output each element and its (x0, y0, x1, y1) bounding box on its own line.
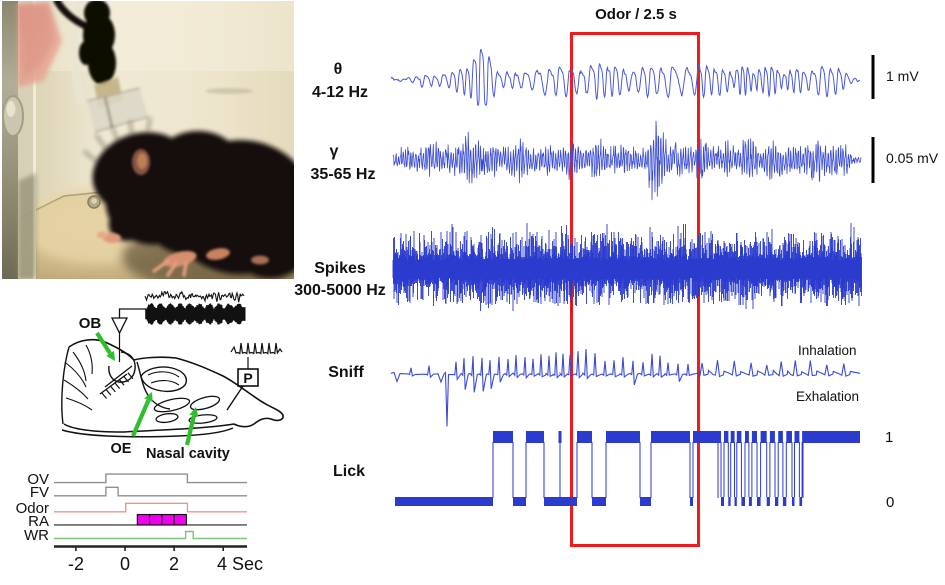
svg-text:1: 1 (885, 429, 893, 446)
svg-text:WR: WR (24, 527, 49, 544)
svg-text:OE: OE (111, 441, 132, 457)
svg-text:300-5000 Hz: 300-5000 Hz (294, 282, 386, 299)
svg-text:0: 0 (886, 494, 894, 511)
svg-text:2: 2 (169, 554, 179, 574)
svg-text:1 mV: 1 mV (886, 68, 919, 84)
svg-text:Sniff: Sniff (328, 364, 364, 381)
svg-text:Inhalation: Inhalation (798, 343, 857, 358)
svg-text:FV: FV (30, 484, 49, 501)
svg-text:0: 0 (120, 554, 130, 574)
svg-text:Sec: Sec (232, 554, 263, 574)
svg-text:Exhalation: Exhalation (796, 389, 859, 404)
svg-text:θ: θ (334, 61, 343, 78)
svg-text:4: 4 (217, 554, 227, 574)
svg-text:4-12 Hz: 4-12 Hz (312, 84, 368, 101)
svg-text:35-65 Hz: 35-65 Hz (311, 166, 376, 183)
svg-text:OV: OV (27, 471, 49, 488)
svg-text:Lick: Lick (333, 463, 365, 480)
svg-text:Nasal cavity: Nasal cavity (146, 446, 230, 462)
svg-text:Odor: Odor (16, 500, 49, 517)
svg-text:RA: RA (28, 513, 49, 530)
svg-text:P: P (243, 370, 252, 386)
svg-text:OB: OB (79, 315, 102, 332)
svg-text:-2: -2 (68, 554, 84, 574)
svg-text:Odor / 2.5 s: Odor / 2.5 s (595, 6, 677, 23)
svg-text:γ: γ (330, 143, 339, 160)
svg-text:Spikes: Spikes (314, 260, 366, 277)
svg-text:0.05 mV: 0.05 mV (886, 150, 939, 166)
